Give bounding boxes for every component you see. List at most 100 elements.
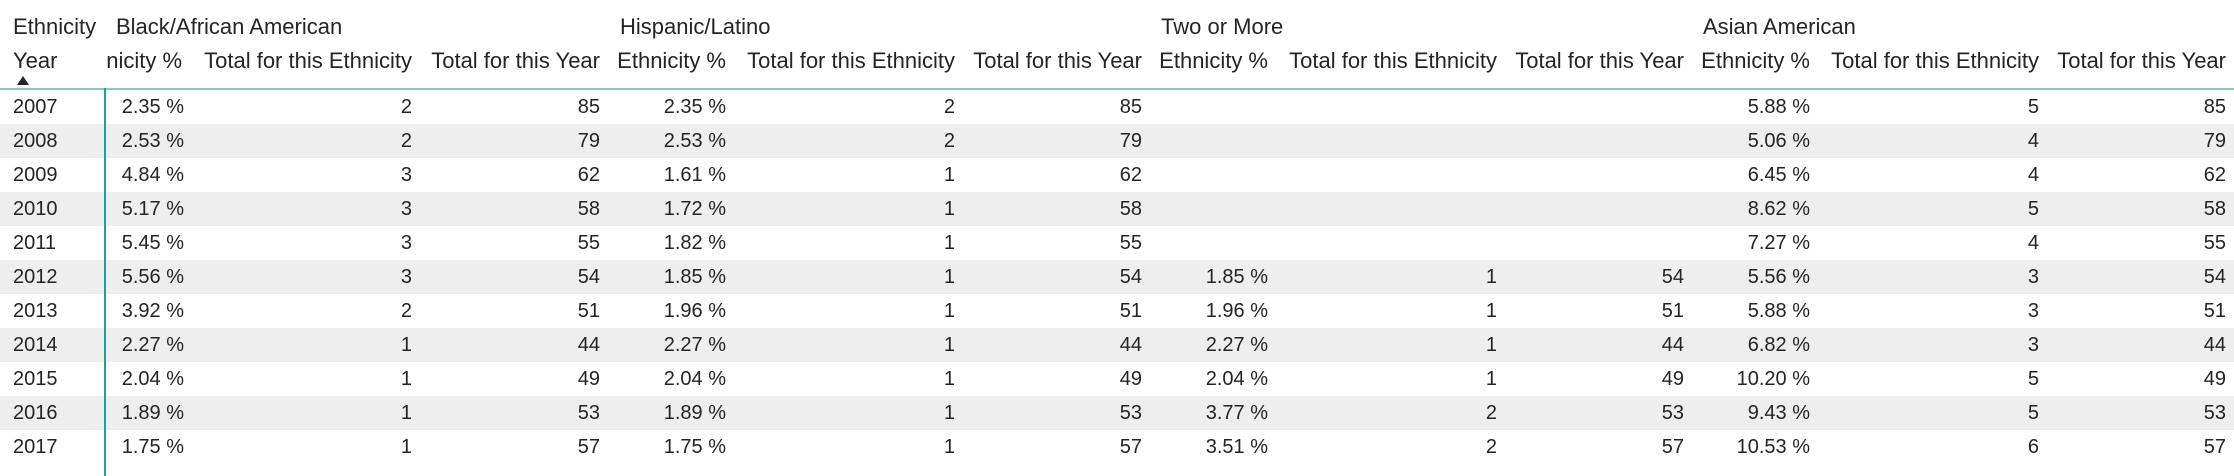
col-header-total-ethnicity[interactable]: Total for this Ethnicity bbox=[747, 48, 955, 73]
total-ethnicity-cell[interactable] bbox=[1347, 90, 1497, 124]
total-ethnicity-cell[interactable]: 1 bbox=[943, 402, 955, 424]
total-ethnicity-cell[interactable]: 1 bbox=[943, 164, 955, 186]
total-ethnicity-cell[interactable] bbox=[1347, 158, 1497, 192]
row-header-label[interactable]: Year bbox=[13, 48, 58, 73]
ethnicity-pct-cell[interactable]: 4.84 % bbox=[121, 164, 184, 186]
total-year-cell[interactable]: 51 bbox=[1661, 300, 1684, 322]
ethnicity-pct-cell[interactable]: 1.75 % bbox=[663, 436, 726, 458]
total-ethnicity-cell[interactable]: 1 bbox=[943, 266, 955, 288]
total-year-cell[interactable]: 55 bbox=[2203, 232, 2226, 254]
table-row[interactable]: 2013 3.92 % 2 51 1.96 % 1 51 1.96 % 1 51 5.88 % 3 51 bbox=[0, 294, 2234, 328]
row-header-year[interactable]: 2013 bbox=[13, 300, 58, 322]
row-header-year[interactable]: 2017 bbox=[13, 436, 58, 458]
total-ethnicity-cell[interactable]: 3 bbox=[400, 164, 412, 186]
ethnicity-pct-cell[interactable]: 1.82 % bbox=[663, 232, 726, 254]
row-header-year[interactable]: 2014 bbox=[13, 334, 58, 356]
total-year-cell[interactable]: 57 bbox=[1661, 436, 1684, 458]
total-year-cell[interactable] bbox=[1564, 90, 1684, 124]
ethnicity-pct-cell[interactable]: 5.88 % bbox=[1747, 96, 1810, 118]
table-row[interactable]: 2010 5.17 % 3 58 1.72 % 1 58 8.62 % 5 58 bbox=[0, 192, 2234, 226]
total-year-cell[interactable]: 79 bbox=[1119, 130, 1142, 152]
col-header-total-year[interactable]: Total for this Year bbox=[973, 48, 1142, 73]
ethnicity-pct-cell[interactable]: 2.53 % bbox=[663, 130, 726, 152]
ethnicity-pct-cell[interactable]: 3.92 % bbox=[121, 300, 184, 322]
total-year-cell[interactable]: 62 bbox=[2203, 164, 2226, 186]
total-ethnicity-cell[interactable]: 2 bbox=[943, 96, 955, 118]
table-row[interactable]: 2017 1.75 % 1 57 1.75 % 1 57 3.51 % 2 57 10.53 % 6 5… bbox=[0, 430, 2234, 464]
col-header-ethnicity-pct[interactable]: Ethnicity % bbox=[617, 48, 726, 73]
col-header-total-year[interactable]: Total for this Year bbox=[1515, 48, 1684, 73]
ethnicity-pct-cell[interactable]: 2.04 % bbox=[121, 368, 184, 390]
total-ethnicity-cell[interactable] bbox=[1347, 226, 1497, 260]
total-year-cell[interactable]: 44 bbox=[577, 334, 600, 356]
ethnicity-pct-cell[interactable]: 1.85 % bbox=[663, 266, 726, 288]
ethnicity-pct-cell[interactable]: 5.06 % bbox=[1747, 130, 1810, 152]
total-ethnicity-cell[interactable]: 1 bbox=[943, 436, 955, 458]
ethnicity-pct-cell[interactable]: 1.85 % bbox=[1205, 266, 1268, 288]
total-year-cell[interactable]: 58 bbox=[2203, 198, 2226, 220]
total-year-cell[interactable]: 85 bbox=[1119, 96, 1142, 118]
total-ethnicity-cell[interactable]: 4 bbox=[2027, 232, 2039, 254]
ethnicity-pct-cell[interactable]: 2.27 % bbox=[1205, 334, 1268, 356]
ethnicity-pct-cell[interactable]: 2.35 % bbox=[121, 96, 184, 118]
total-year-cell[interactable]: 49 bbox=[1119, 368, 1142, 390]
ethnicity-pct-cell[interactable] bbox=[1158, 158, 1268, 192]
total-ethnicity-cell[interactable]: 5 bbox=[2027, 402, 2039, 424]
total-ethnicity-cell[interactable]: 1 bbox=[1485, 266, 1497, 288]
ethnicity-pct-cell[interactable]: 8.62 % bbox=[1747, 198, 1810, 220]
ethnicity-pct-cell[interactable]: 1.96 % bbox=[1205, 300, 1268, 322]
ethnicity-pct-cell[interactable]: 10.53 % bbox=[1736, 436, 1810, 458]
ethnicity-pct-cell[interactable]: 3.51 % bbox=[1205, 436, 1268, 458]
ethnicity-pct-cell[interactable]: 10.20 % bbox=[1736, 368, 1810, 390]
table-row[interactable]: 2012 5.56 % 3 54 1.85 % 1 54 1.85 % 1 54 5.56 % 3 54 bbox=[0, 260, 2234, 294]
total-year-cell[interactable]: 62 bbox=[577, 164, 600, 186]
row-header-year[interactable]: 2016 bbox=[13, 402, 58, 424]
ethnicity-pct-cell[interactable]: 6.45 % bbox=[1747, 164, 1810, 186]
total-year-cell[interactable] bbox=[1564, 124, 1684, 158]
ethnicity-pct-cell[interactable]: 1.72 % bbox=[663, 198, 726, 220]
total-ethnicity-cell[interactable]: 1 bbox=[400, 334, 412, 356]
total-year-cell[interactable]: 53 bbox=[1119, 402, 1142, 424]
col-header-total-ethnicity[interactable]: Total for this Ethnicity bbox=[1831, 48, 2039, 73]
total-ethnicity-cell[interactable]: 3 bbox=[400, 198, 412, 220]
ethnicity-pct-cell[interactable] bbox=[1158, 226, 1268, 260]
total-ethnicity-cell[interactable]: 6 bbox=[2027, 436, 2039, 458]
total-ethnicity-cell[interactable]: 2 bbox=[943, 130, 955, 152]
total-ethnicity-cell[interactable]: 1 bbox=[400, 368, 412, 390]
total-ethnicity-cell[interactable]: 4 bbox=[2027, 130, 2039, 152]
ethnicity-pct-cell[interactable] bbox=[1158, 192, 1268, 226]
total-year-cell[interactable]: 55 bbox=[577, 232, 600, 254]
ethnicity-pct-cell[interactable] bbox=[1158, 90, 1268, 124]
col-header-ethnicity-pct[interactable]: nicity % bbox=[106, 48, 182, 73]
total-year-cell[interactable]: 79 bbox=[2203, 130, 2226, 152]
total-ethnicity-cell[interactable]: 3 bbox=[400, 266, 412, 288]
total-ethnicity-cell[interactable]: 4 bbox=[2027, 164, 2039, 186]
total-year-cell[interactable]: 54 bbox=[2203, 266, 2226, 288]
total-ethnicity-cell[interactable]: 5 bbox=[2027, 368, 2039, 390]
total-year-cell[interactable]: 44 bbox=[2203, 334, 2226, 356]
ethnicity-pct-cell[interactable]: 1.61 % bbox=[663, 164, 726, 186]
ethnicity-pct-cell[interactable]: 5.88 % bbox=[1747, 300, 1810, 322]
table-row[interactable]: 2014 2.27 % 1 44 2.27 % 1 44 2.27 % 1 44 6.82 % 3 44 bbox=[0, 328, 2234, 362]
total-ethnicity-cell[interactable]: 1 bbox=[943, 300, 955, 322]
ethnicity-pct-cell[interactable]: 2.04 % bbox=[1205, 368, 1268, 390]
total-year-cell[interactable]: 53 bbox=[577, 402, 600, 424]
ethnicity-pct-cell[interactable]: 1.89 % bbox=[121, 402, 184, 424]
table-row[interactable]: 2016 1.89 % 1 53 1.89 % 1 53 3.77 % 2 53 9.43 % 5 53 bbox=[0, 396, 2234, 430]
group-header-asian-american[interactable]: Asian American bbox=[1703, 14, 1856, 39]
ethnicity-pct-cell[interactable]: 5.45 % bbox=[121, 232, 184, 254]
total-ethnicity-cell[interactable]: 1 bbox=[400, 402, 412, 424]
total-year-cell[interactable] bbox=[1564, 192, 1684, 226]
total-ethnicity-cell[interactable]: 1 bbox=[1485, 300, 1497, 322]
total-ethnicity-cell[interactable]: 5 bbox=[2027, 96, 2039, 118]
row-header-year[interactable]: 2009 bbox=[13, 164, 58, 186]
total-year-cell[interactable]: 54 bbox=[1661, 266, 1684, 288]
total-year-cell[interactable] bbox=[1564, 158, 1684, 192]
ethnicity-pct-cell[interactable]: 1.75 % bbox=[121, 436, 184, 458]
total-year-cell[interactable]: 49 bbox=[2203, 368, 2226, 390]
total-ethnicity-cell[interactable]: 1 bbox=[400, 436, 412, 458]
total-ethnicity-cell[interactable] bbox=[1347, 192, 1497, 226]
total-year-cell[interactable]: 79 bbox=[577, 130, 600, 152]
total-year-cell[interactable]: 57 bbox=[1119, 436, 1142, 458]
total-year-cell[interactable]: 44 bbox=[1119, 334, 1142, 356]
